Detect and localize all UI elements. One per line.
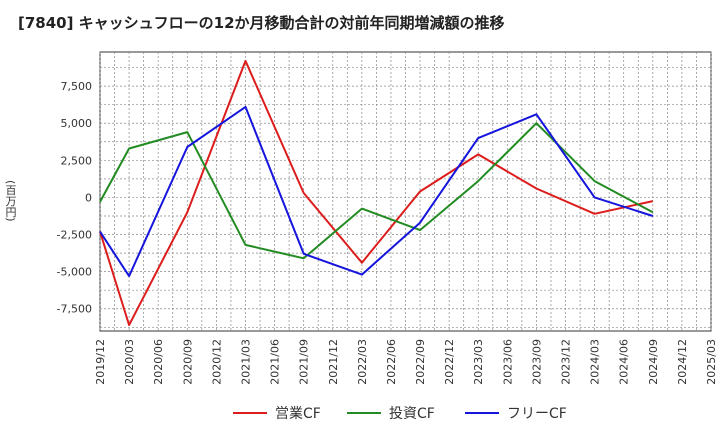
x-tick-label: 2024/12 <box>676 339 689 385</box>
y-tick-label: -5,000 <box>57 266 92 279</box>
x-tick-label: 2024/03 <box>589 339 602 385</box>
x-tick-label: 2020/09 <box>181 339 194 385</box>
x-tick-label: 2021/12 <box>327 339 340 385</box>
x-tick-label: 2022/03 <box>356 339 369 385</box>
legend-label-3: フリーCF <box>507 406 567 422</box>
x-tick-label: 2023/12 <box>560 339 573 385</box>
x-tick-label: 2020/06 <box>152 339 165 385</box>
x-tick-label: 2022/06 <box>385 339 398 385</box>
x-tick-label: 2019/12 <box>94 339 107 385</box>
y-tick-label: 2,500 <box>61 154 93 167</box>
x-tick-label: 2022/12 <box>443 339 456 385</box>
series-line-1 <box>99 59 654 327</box>
x-tick-label: 2021/09 <box>298 339 311 385</box>
x-tick-label: 2020/12 <box>210 339 223 385</box>
legend-label-2: 投資CF <box>389 406 435 422</box>
x-tick-label: 2023/06 <box>501 339 514 385</box>
x-tick-label: 2020/03 <box>123 339 136 385</box>
x-tick-label: 2024/09 <box>647 339 660 385</box>
x-tick-label: 2024/06 <box>618 339 631 385</box>
y-tick-label: -2,500 <box>57 229 92 242</box>
y-tick-label: -7,500 <box>57 303 92 316</box>
x-tick-label: 2022/09 <box>414 339 427 385</box>
y-tick-label: 5,000 <box>61 117 93 130</box>
x-tick-label: 2025/03 <box>705 339 718 385</box>
x-tick-label: 2023/03 <box>472 339 485 385</box>
y-tick-label: 0 <box>85 191 92 204</box>
x-tick-label: 2021/03 <box>239 339 252 385</box>
legend-label-1: 営業CF <box>275 406 321 422</box>
y-axis-label: (百万円) <box>4 180 17 222</box>
series-line-3 <box>99 105 654 278</box>
x-tick-label: 2023/09 <box>530 339 543 385</box>
y-tick-label: 7,500 <box>61 80 93 93</box>
x-tick-label: 2021/06 <box>269 339 282 385</box>
chart-title: [7840] キャッシュフローの12か月移動合計の対前年同期増減額の推移 <box>18 14 505 32</box>
